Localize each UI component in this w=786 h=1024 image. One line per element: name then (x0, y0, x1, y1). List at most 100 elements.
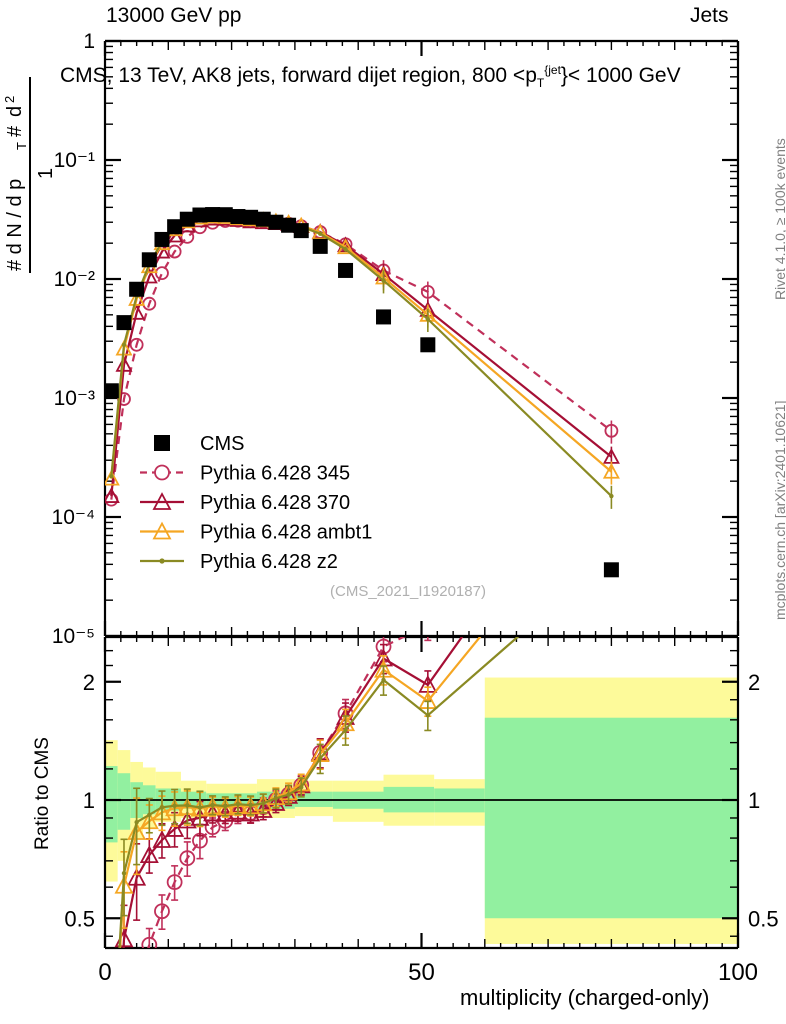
plot-title: CMS, 13 TeV, AK8 jets, forward dijet reg… (60, 63, 681, 90)
legend-label: Pythia 6.428 ambt1 (200, 522, 372, 544)
y-tick-label-ratio: 0.5 (64, 906, 95, 931)
marker-circle (604, 423, 619, 438)
marker-dot (248, 803, 253, 808)
legend-marker-square (154, 435, 170, 451)
marker-dot (381, 677, 386, 683)
y-tick-label-ratio: 2 (83, 670, 95, 695)
svg-text:T: T (14, 142, 29, 150)
marker-circle (129, 337, 144, 352)
marker-dot (286, 792, 291, 797)
marker-triangle (127, 867, 147, 886)
marker-circle (167, 244, 182, 259)
svg-text:1: 1 (35, 168, 57, 179)
ratio-series-pythia-6-428-z2 (118, 637, 520, 948)
svg-text:2: 2 (2, 96, 17, 103)
marker-square (230, 209, 246, 225)
legend-item-3[interactable]: Pythia 6.428 ambt1 (140, 522, 372, 544)
marker-dot (318, 231, 323, 236)
marker-dot (185, 803, 190, 808)
plot-title-sub: T (536, 76, 545, 91)
marker-square (105, 383, 119, 399)
marker-dot (299, 784, 304, 790)
svg-text:#: # (4, 125, 26, 137)
legend-item-4[interactable]: Pythia 6.428 z2 (140, 551, 338, 573)
marker-square (205, 207, 221, 223)
legend-item-0[interactable]: CMS (154, 433, 244, 455)
marker-triangle (177, 810, 197, 829)
marker-circle (421, 618, 435, 632)
marker-dot (261, 801, 266, 806)
marker-triangle (128, 290, 146, 306)
y-tick-label-main: 10⁻³ (54, 387, 95, 410)
marker-square (255, 211, 271, 227)
marker-triangle (105, 487, 120, 503)
marker-triangle (152, 830, 172, 848)
marker-square (129, 281, 145, 297)
y-tick-label-main: 10⁻² (54, 268, 95, 291)
y-tick-label-ratio: 1 (83, 788, 95, 813)
marker-square (268, 214, 284, 230)
legend-item-1[interactable]: Pythia 6.428 345 (140, 463, 350, 485)
marker-dot (109, 474, 114, 479)
marker-square (179, 211, 195, 227)
marker-square (116, 315, 132, 331)
marker-dot (172, 803, 177, 808)
marker-dot (381, 278, 386, 283)
legend-item-2[interactable]: Pythia 6.428 370 (140, 492, 350, 514)
y-tick-label-ratio-right: 1 (748, 788, 760, 813)
plot-title-tail: }< 1000 GeV (560, 64, 681, 87)
marker-square (376, 309, 392, 325)
marker-circle (155, 266, 169, 281)
legend-marker-triangle (152, 521, 172, 540)
svg-text:# d N / d p: # d N / d p (4, 179, 26, 271)
y-tick-label-main: 10⁻⁵ (52, 625, 95, 648)
legend-marker-dot (159, 558, 165, 564)
marker-dot (197, 805, 203, 810)
legend-marker-triangle (152, 492, 172, 510)
marker-dot (318, 756, 323, 761)
marker-square (192, 207, 208, 223)
marker-square (243, 209, 259, 225)
legend-label: CMS (200, 433, 244, 455)
marker-square (281, 217, 297, 233)
svg-text:d: d (4, 106, 26, 117)
marker-dot (425, 316, 431, 322)
marker-dot (121, 871, 127, 876)
marker-square (141, 252, 157, 268)
marker-square (338, 262, 354, 278)
marker-triangle (115, 355, 133, 372)
marker-dot (425, 713, 431, 718)
marker-dot (121, 342, 127, 347)
marker-dot (235, 801, 241, 807)
marker-dot (223, 803, 228, 809)
legend-label: Pythia 6.428 z2 (200, 551, 338, 573)
marker-circle (420, 284, 435, 299)
marker-triangle (602, 462, 620, 479)
marker-dot (609, 493, 614, 499)
marker-square (420, 337, 436, 353)
marker-circle (154, 903, 170, 920)
marker-square (167, 219, 183, 235)
plot-title-main: CMS, 13 TeV, AK8 jets, forward dijet reg… (60, 64, 537, 87)
marker-square (217, 207, 233, 223)
y-tick-label-main: 1 (83, 30, 95, 53)
marker-circle (166, 874, 183, 891)
ratio-uncertainty-bands (105, 677, 738, 944)
series-cms-data (105, 207, 619, 578)
legend-marker-circle (154, 464, 170, 481)
marker-square (293, 223, 309, 239)
main-panel-frame: 1 10⁻¹ 10⁻² 10⁻³ 10⁻⁴ 10⁻⁵ (52, 30, 740, 648)
header-right: Jets (690, 4, 729, 27)
y-tick-label-ratio-right: 2 (748, 670, 760, 695)
band-green (105, 766, 118, 843)
marker-dot (273, 796, 279, 801)
marker-circle (179, 850, 196, 867)
marker-dot (210, 802, 215, 808)
marker-triangle (105, 469, 120, 486)
watermark: (CMS_2021_I1920187) (330, 583, 486, 600)
marker-triangle (165, 819, 185, 837)
marker-dot (134, 820, 139, 825)
band-green (484, 717, 738, 919)
